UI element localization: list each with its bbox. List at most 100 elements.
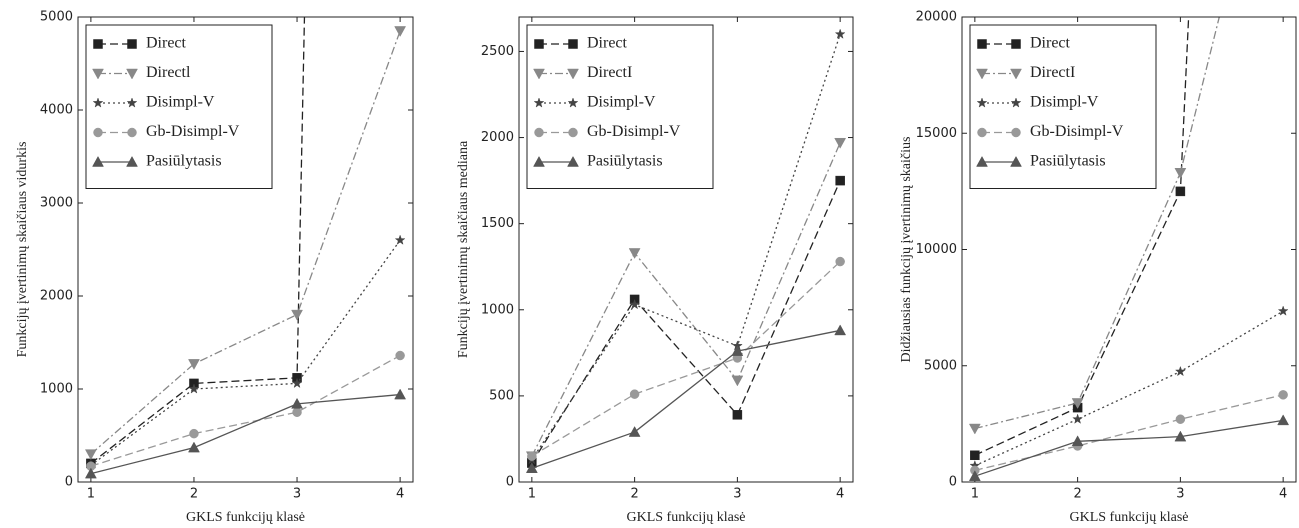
data-point (394, 26, 407, 37)
legend-label: Pasiūlytasis (587, 153, 663, 170)
y-tick-label: 1500 (481, 216, 514, 231)
data-point (188, 383, 200, 394)
legend-marker (1010, 97, 1022, 108)
series-line (974, 310, 1284, 467)
data-point (394, 234, 406, 245)
y-axis-label: Didžiausias funkcijų įvertinimų skaičius (899, 137, 914, 363)
legend-label: Pasiūlytasis (1030, 153, 1106, 170)
data-point (732, 410, 743, 420)
data-point (834, 137, 847, 149)
legend-marker (1010, 68, 1022, 80)
x-tick-label: 3 (733, 487, 741, 502)
plot-area (84, 17, 407, 479)
legend-label: Pasiūlytasis (146, 153, 222, 170)
y-tick-label: 500 (489, 388, 514, 403)
legend-marker (126, 68, 138, 80)
y-tick-label: 0 (506, 475, 514, 490)
legend-marker (976, 155, 988, 167)
subplot: 0 1000 2000 3000 4000 5000 1 2 3 4 GKLS funkcijų k… (15, 10, 414, 525)
legend-label: Gb-Disimpl-V (587, 123, 681, 140)
data-point (629, 298, 641, 310)
series-line (90, 393, 401, 475)
data-point (1277, 305, 1289, 316)
data-point (189, 428, 199, 439)
data-point (292, 407, 302, 417)
data-point (629, 389, 640, 399)
data-point (1174, 430, 1187, 442)
y-tick-label: 2000 (40, 289, 73, 304)
plot-area (968, 17, 1290, 481)
x-tick-label: 3 (1176, 487, 1184, 502)
series-line (90, 239, 401, 466)
x-tick-label: 4 (1279, 487, 1287, 502)
legend-marker (534, 39, 544, 49)
data-point (291, 397, 303, 409)
legend-marker (567, 97, 579, 108)
legend-label: Direct (146, 35, 187, 52)
data-point (1175, 186, 1186, 197)
legend-marker (533, 155, 545, 167)
legend-marker (93, 127, 103, 138)
y-tick-label: 4000 (40, 103, 73, 118)
legend-marker (92, 97, 104, 108)
y-axis-label: Funkcijų įvertinimų skaičiaus mediana (456, 140, 471, 358)
data-point (1071, 435, 1084, 447)
data-point (188, 359, 200, 370)
legend-label: Direct (587, 35, 628, 52)
x-tick-label: 2 (190, 487, 198, 502)
y-tick-label: 10000 (916, 242, 957, 257)
series-line (974, 394, 1284, 472)
data-point (1175, 414, 1186, 424)
x-axis-label: GKLS funkcijų klasė (627, 510, 746, 525)
y-tick-label: 2500 (481, 44, 514, 59)
data-point (731, 345, 744, 356)
legend-marker (567, 155, 579, 167)
series-line (531, 142, 841, 457)
legend-marker (568, 39, 578, 49)
x-tick-label: 2 (1073, 487, 1081, 502)
y-tick-label: 2000 (481, 130, 514, 145)
legend-box (526, 24, 714, 189)
x-axis-label: GKLS funkcijų klasė (186, 510, 305, 525)
subplot: 0 500 1000 1500 2000 2500 1 2 3 4 GKLS funkcijų kl… (456, 16, 854, 525)
legend-label: DirectI (1030, 64, 1075, 81)
data-point (1071, 398, 1084, 409)
legend-marker (93, 39, 103, 49)
x-tick-label: 1 (971, 487, 979, 502)
data-point (628, 248, 641, 259)
legend-box (969, 24, 1157, 189)
legend-marker (126, 97, 138, 108)
legend-label: Direct (1030, 35, 1071, 52)
series-line (531, 261, 841, 457)
y-tick-label: 5000 (924, 358, 957, 373)
legend-marker (1010, 155, 1022, 167)
data-point (395, 350, 405, 361)
legend-label: DirectI (587, 64, 632, 81)
legend-label: Disimpl-V (1030, 94, 1099, 111)
legend-marker (976, 97, 988, 108)
plot-frame (77, 16, 414, 483)
legend-marker (126, 155, 138, 167)
x-tick-label: 2 (630, 487, 638, 502)
series-line (974, 419, 1284, 477)
legend-box (85, 24, 273, 189)
data-point (1072, 413, 1084, 424)
legend-marker (534, 127, 544, 138)
x-tick-label: 3 (293, 487, 301, 502)
legend: Direct Directl Disimpl-V Gb-Disimpl-V Pasiūl… (85, 24, 273, 189)
series-line (531, 180, 841, 464)
data-point (1278, 390, 1288, 400)
data-point (834, 28, 846, 39)
data-point (525, 462, 538, 473)
series-line (90, 30, 401, 455)
data-point (835, 175, 845, 186)
legend-label: Gb-Disimpl-V (146, 123, 240, 140)
legend-marker (976, 68, 988, 80)
y-tick-label: 5000 (40, 10, 73, 25)
x-axis-label: GKLS funkcijų klasė (1070, 510, 1189, 525)
y-tick-label: 1000 (40, 382, 73, 397)
legend-marker (977, 127, 987, 138)
legend-label: Gb-Disimpl-V (1030, 123, 1124, 140)
legend-marker (92, 155, 104, 167)
